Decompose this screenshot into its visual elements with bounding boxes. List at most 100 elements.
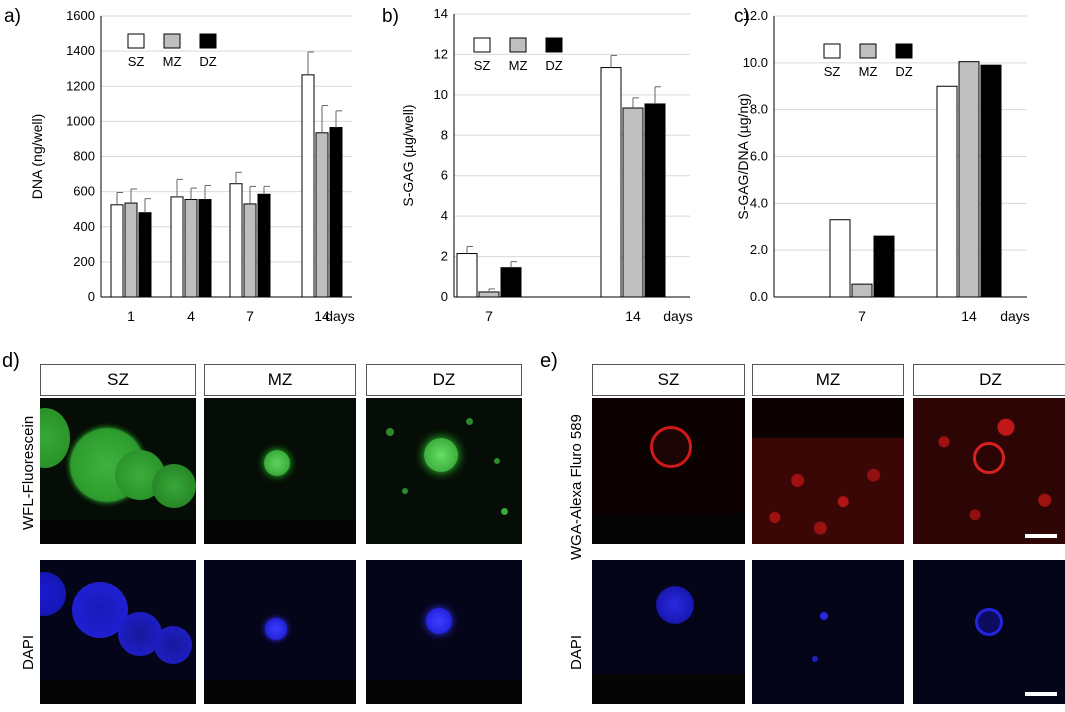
x-tick-label: 7: [246, 308, 254, 324]
scale-bar: [1025, 692, 1057, 696]
panel-e-header-sz: SZ: [592, 364, 745, 396]
y-tick-label: 6: [441, 168, 448, 183]
bar-mz: [315, 132, 329, 298]
micrograph-d-mz-wfl: [204, 398, 356, 544]
bar-mz: [622, 107, 644, 298]
x-unit-label: days: [325, 308, 355, 324]
micrograph-e-mz-dapi: [752, 560, 904, 704]
y-axis-label: S-GAG (µg/well): [400, 104, 416, 206]
y-tick-label: 0.0: [750, 289, 768, 304]
panel-label-d: d): [2, 350, 20, 372]
legend-label-mz: MZ: [859, 64, 878, 79]
bar-sz: [829, 219, 851, 298]
bar-sz: [229, 183, 243, 298]
x-tick-label: 14: [961, 308, 977, 324]
bar-sz: [600, 67, 622, 298]
bar-mz: [478, 291, 500, 298]
y-tick-label: 12: [434, 46, 448, 61]
legend-label-sz: SZ: [474, 58, 491, 73]
micrograph-e-dz-wga: [913, 398, 1065, 544]
panel-e-row-label-wga: WGA-Alexa Fluro 589: [568, 414, 585, 560]
y-tick-label: 1600: [66, 8, 95, 23]
panel-d-row-label-wfl: WFL-Fluorescein: [20, 415, 37, 530]
legend-swatch-mz: [163, 33, 181, 49]
panel-label: a): [4, 6, 21, 27]
y-tick-label: 8: [441, 127, 448, 142]
y-tick-label: 1000: [66, 113, 95, 128]
micrograph-e-mz-wga: [752, 398, 904, 544]
bar-sz: [301, 74, 315, 298]
y-tick-label: 600: [73, 184, 95, 199]
y-tick-label: 2: [441, 249, 448, 264]
y-tick-label: 2.0: [750, 242, 768, 257]
y-tick-label: 10: [434, 87, 448, 102]
legend-swatch-mz: [509, 37, 527, 53]
legend-swatch-sz: [823, 43, 841, 59]
bar-mz: [958, 61, 980, 298]
x-tick-label: 14: [314, 308, 330, 324]
y-tick-label: 0: [441, 289, 448, 304]
y-tick-label: 10.0: [743, 55, 768, 70]
x-tick-label: 14: [625, 308, 641, 324]
panel-d-header-dz: DZ: [366, 364, 522, 396]
bar-mz: [243, 203, 257, 298]
legend-swatch-sz: [127, 33, 145, 49]
y-axis-label: S-GAG/DNA (µg/ng): [735, 93, 751, 219]
panel-d-header-mz: MZ: [204, 364, 356, 396]
legend-label-dz: DZ: [545, 58, 562, 73]
legend-swatch-dz: [545, 37, 563, 53]
panel-label-e: e): [540, 350, 558, 372]
panel-e-row-label-dapi: DAPI: [568, 634, 585, 670]
micrograph-d-dz-dapi: [366, 560, 522, 704]
legend-label-sz: SZ: [128, 54, 145, 69]
micrograph-e-dz-dapi: [913, 560, 1065, 704]
bar-dz: [257, 193, 271, 298]
scale-bar: [1025, 534, 1057, 538]
micrograph-d-mz-dapi: [204, 560, 356, 704]
panel-e-header-dz: DZ: [913, 364, 1065, 396]
panel-d-row-label-dapi: DAPI: [20, 634, 37, 670]
legend-swatch-mz: [859, 43, 877, 59]
bar-sz: [170, 196, 184, 298]
y-tick-label: 4: [441, 208, 448, 223]
x-unit-label: days: [1000, 308, 1030, 324]
micrograph-d-sz-wfl: [40, 398, 196, 544]
legend-label-sz: SZ: [824, 64, 841, 79]
bar-sz: [456, 253, 478, 298]
y-tick-label: 1400: [66, 43, 95, 58]
panel-d-header-sz: SZ: [40, 364, 196, 396]
panel-e-header-mz: MZ: [752, 364, 904, 396]
x-tick-label: 1: [127, 308, 135, 324]
x-unit-label: days: [663, 308, 693, 324]
y-tick-label: 12.0: [743, 8, 768, 23]
y-tick-label: 1200: [66, 78, 95, 93]
y-tick-label: 8.0: [750, 102, 768, 117]
micrograph-d-dz-wfl: [366, 398, 522, 544]
bar-sz: [110, 204, 124, 298]
legend-label-mz: MZ: [163, 54, 182, 69]
legend-label-mz: MZ: [509, 58, 528, 73]
bar-sz: [936, 85, 958, 298]
micrograph-e-sz-dapi: [592, 560, 745, 704]
y-tick-label: 4.0: [750, 195, 768, 210]
bar-mz: [124, 202, 138, 298]
legend-label-dz: DZ: [199, 54, 216, 69]
x-tick-label: 7: [485, 308, 493, 324]
bar-dz: [329, 127, 343, 298]
legend-label-dz: DZ: [895, 64, 912, 79]
y-tick-label: 0: [88, 289, 95, 304]
y-tick-label: 800: [73, 149, 95, 164]
panel-label: c): [734, 6, 750, 27]
bar-dz: [198, 199, 212, 298]
bar-mz: [851, 283, 873, 298]
y-axis-label: DNA (ng/well): [29, 114, 45, 200]
y-tick-label: 14: [434, 6, 448, 21]
bar-dz: [980, 64, 1002, 298]
micrograph-d-sz-dapi: [40, 560, 196, 704]
y-tick-label: 6.0: [750, 149, 768, 164]
y-tick-label: 400: [73, 219, 95, 234]
micrograph-e-sz-wga: [592, 398, 745, 544]
y-tick-label: 200: [73, 254, 95, 269]
x-tick-label: 7: [858, 308, 866, 324]
